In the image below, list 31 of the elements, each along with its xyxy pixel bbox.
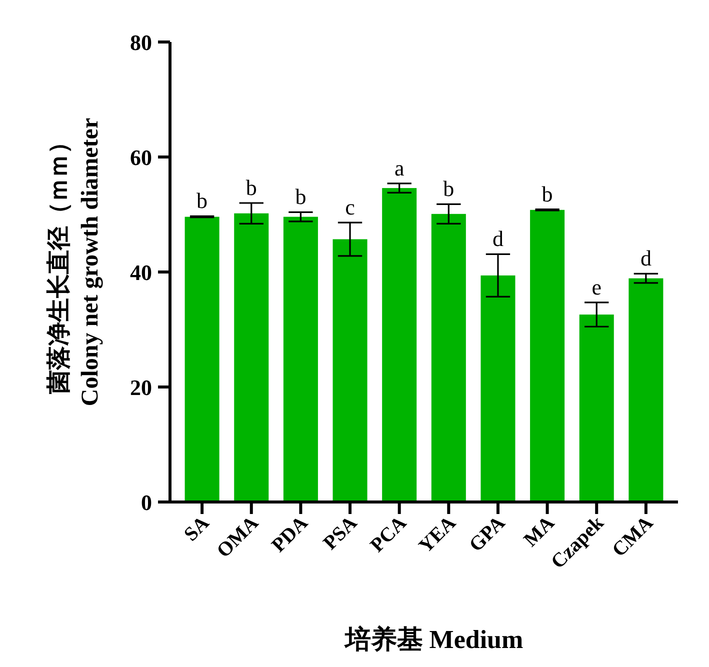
y-tick-label: 80 [130, 30, 152, 55]
bar [480, 275, 516, 502]
bar [579, 314, 614, 502]
annotation: b [196, 188, 208, 214]
x-tick-label: SA [180, 512, 214, 546]
bar [382, 188, 417, 502]
bar [530, 210, 565, 502]
y-tick-label: 40 [130, 260, 152, 285]
y-tick-label: 60 [130, 145, 152, 170]
bar [234, 213, 269, 502]
annotation: a [394, 155, 404, 180]
annotation: d [640, 246, 652, 271]
annotation: e [592, 274, 602, 300]
bar [431, 214, 466, 502]
x-axis-title: 培养基 Medium [342, 625, 524, 654]
annotation: d [492, 226, 504, 252]
annotation: b [443, 176, 454, 202]
bar [283, 216, 318, 502]
x-tick-label: YEA [414, 512, 461, 558]
bar [628, 278, 664, 502]
x-tick-label: GPA [465, 512, 510, 556]
annotation: b [295, 184, 306, 210]
annotation: b [542, 181, 553, 206]
y-tick-label: 0 [141, 490, 152, 515]
bar [332, 239, 368, 502]
y-axis-title: 菌落净生长直径（ｍｍ） Colony net growth diameter [46, 118, 104, 406]
annotation: c [345, 194, 356, 220]
annotation: b [246, 175, 257, 200]
y-tick-label: 20 [130, 375, 152, 400]
x-tick-label: PSA [319, 512, 362, 554]
bar [184, 216, 220, 502]
